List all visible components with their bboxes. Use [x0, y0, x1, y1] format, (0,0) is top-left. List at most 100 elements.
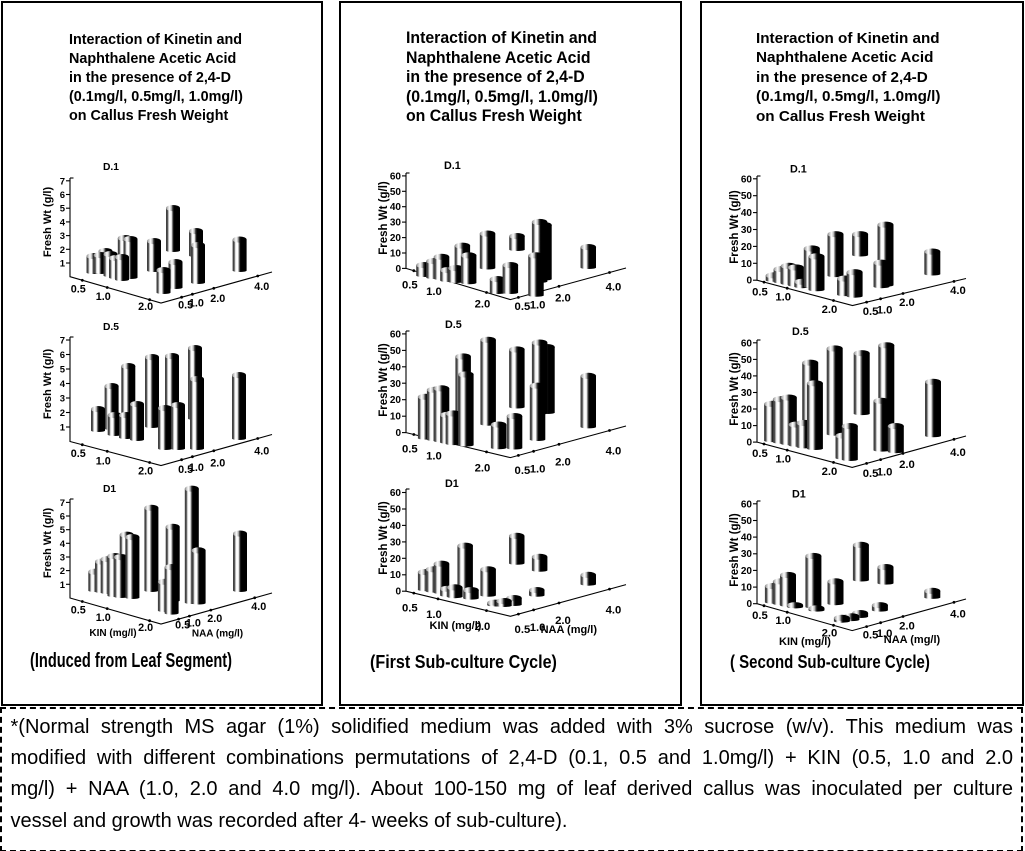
svg-text:Fresh Wt (g/l): Fresh Wt (g/l)	[729, 190, 741, 264]
svg-text:1.0: 1.0	[877, 466, 893, 478]
svg-text:0.5: 0.5	[752, 448, 768, 460]
svg-text:6: 6	[60, 350, 65, 361]
svg-text:0: 0	[395, 428, 401, 439]
svg-text:2.0: 2.0	[555, 615, 571, 627]
svg-text:0.5: 0.5	[402, 602, 418, 614]
svg-text:1.0: 1.0	[426, 286, 442, 298]
svg-text:Fresh Wt (g/l): Fresh Wt (g/l)	[378, 343, 390, 417]
svg-text:0.5: 0.5	[863, 630, 879, 642]
svg-text:40: 40	[741, 371, 753, 382]
svg-text:Fresh Wt (g/l): Fresh Wt (g/l)	[729, 352, 741, 426]
svg-text:2.0: 2.0	[138, 466, 153, 478]
svg-text:2.0: 2.0	[475, 298, 491, 310]
svg-text:NAA (mg/l): NAA (mg/l)	[192, 629, 243, 640]
svg-text:20: 20	[390, 233, 402, 244]
svg-text:Fresh Wt (g/l): Fresh Wt (g/l)	[42, 508, 54, 579]
svg-text:10: 10	[741, 259, 753, 270]
svg-text:4.0: 4.0	[251, 601, 266, 613]
svg-text:2.0: 2.0	[822, 628, 838, 640]
svg-text:7: 7	[60, 336, 65, 347]
svg-text:1.0: 1.0	[775, 291, 791, 303]
svg-text:7: 7	[60, 498, 65, 509]
svg-text:Fresh Wt (g/l): Fresh Wt (g/l)	[729, 513, 741, 587]
svg-text:10: 10	[741, 583, 753, 594]
svg-text:1: 1	[60, 259, 66, 270]
svg-text:0.5: 0.5	[402, 444, 418, 456]
svg-text:60: 60	[741, 499, 753, 510]
svg-text:4.0: 4.0	[606, 604, 622, 616]
svg-text:0.5: 0.5	[71, 284, 86, 296]
svg-text:40: 40	[741, 208, 753, 219]
svg-text:10: 10	[390, 570, 402, 581]
svg-text:6: 6	[60, 512, 65, 523]
svg-text:1.0: 1.0	[189, 462, 204, 474]
svg-text:0.5: 0.5	[175, 620, 190, 632]
svg-text:1.0: 1.0	[96, 612, 111, 624]
svg-text:0.5: 0.5	[752, 610, 768, 622]
svg-text:20: 20	[741, 405, 753, 416]
svg-text:D1: D1	[103, 484, 116, 495]
svg-text:30: 30	[741, 388, 753, 399]
svg-text:40: 40	[390, 202, 402, 213]
svg-text:40: 40	[741, 533, 753, 544]
svg-text:0.5: 0.5	[863, 306, 879, 318]
svg-text:2: 2	[60, 245, 65, 256]
svg-text:2.0: 2.0	[475, 463, 491, 475]
svg-text:6: 6	[60, 190, 65, 201]
svg-text:1.0: 1.0	[530, 464, 546, 476]
svg-text:1.0: 1.0	[530, 299, 546, 311]
svg-text:5: 5	[60, 525, 66, 536]
svg-text:1: 1	[60, 423, 66, 434]
svg-text:50: 50	[741, 355, 753, 366]
svg-text:50: 50	[390, 505, 402, 516]
svg-text:30: 30	[741, 549, 753, 560]
svg-text:30: 30	[390, 537, 402, 548]
svg-text:1.0: 1.0	[426, 450, 442, 462]
svg-text:Fresh Wt (g/l): Fresh Wt (g/l)	[42, 349, 54, 420]
svg-text:0.5: 0.5	[752, 286, 768, 298]
svg-text:D.1: D.1	[103, 162, 119, 173]
svg-text:2.0: 2.0	[555, 457, 571, 469]
svg-text:4.0: 4.0	[950, 447, 966, 459]
svg-text:40: 40	[390, 362, 402, 373]
svg-text:10: 10	[741, 421, 753, 432]
svg-text:NAA (mg/l): NAA (mg/l)	[884, 634, 941, 646]
svg-text:1.0: 1.0	[426, 609, 442, 621]
svg-text:60: 60	[390, 329, 402, 340]
svg-text:4.0: 4.0	[606, 446, 622, 458]
svg-text:2.0: 2.0	[822, 466, 838, 478]
svg-text:40: 40	[390, 521, 402, 532]
svg-text:4.0: 4.0	[606, 282, 622, 294]
svg-text:1.0: 1.0	[96, 455, 111, 467]
svg-text:3: 3	[60, 553, 65, 564]
svg-text:0.5: 0.5	[863, 468, 879, 480]
svg-text:20: 20	[741, 566, 753, 577]
svg-text:4: 4	[60, 379, 66, 390]
svg-text:30: 30	[390, 379, 402, 390]
svg-text:30: 30	[390, 218, 402, 229]
svg-text:0.5: 0.5	[402, 280, 418, 292]
svg-text:10: 10	[390, 249, 402, 260]
svg-text:2.0: 2.0	[899, 459, 915, 471]
svg-text:D1: D1	[792, 489, 806, 501]
svg-text:0.5: 0.5	[178, 464, 193, 476]
svg-text:5: 5	[60, 204, 66, 215]
svg-text:KIN (mg/l): KIN (mg/l)	[89, 628, 136, 639]
svg-text:0: 0	[395, 587, 401, 598]
svg-text:0.5: 0.5	[71, 605, 86, 617]
svg-text:D.5: D.5	[445, 319, 462, 331]
svg-text:4.0: 4.0	[950, 609, 966, 621]
svg-text:1.0: 1.0	[530, 622, 546, 634]
svg-text:60: 60	[741, 174, 753, 185]
svg-text:1.0: 1.0	[189, 298, 204, 310]
svg-text:20: 20	[390, 395, 402, 406]
svg-text:2.0: 2.0	[138, 622, 153, 634]
svg-text:1.0: 1.0	[96, 291, 111, 303]
svg-text:0.5: 0.5	[71, 448, 86, 460]
svg-text:4.0: 4.0	[254, 281, 269, 293]
svg-text:50: 50	[390, 187, 402, 198]
svg-text:4: 4	[60, 217, 66, 228]
svg-text:NAA (mg/l): NAA (mg/l)	[541, 624, 598, 636]
svg-text:1.0: 1.0	[775, 615, 791, 627]
svg-text:0.5: 0.5	[178, 300, 193, 312]
